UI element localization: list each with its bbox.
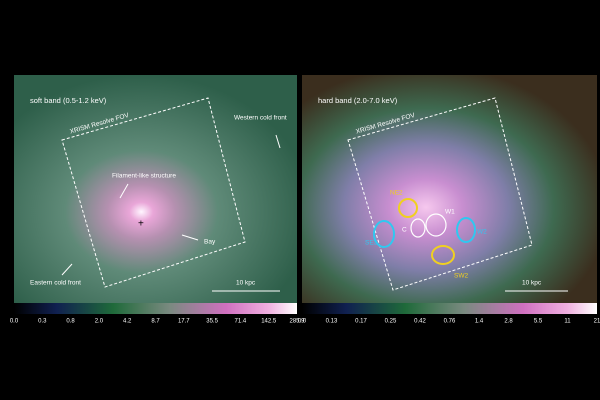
band-label: hard band (2.0-7.0 keV) (318, 96, 398, 105)
region-label: W2 (477, 229, 487, 236)
colorbar-tick-label: 0.13 (326, 319, 338, 325)
colorbar-tick-label: 0.17 (355, 319, 367, 325)
colorbar-tick-label: 4.2 (123, 319, 132, 325)
contour (425, 213, 447, 237)
region (373, 220, 395, 248)
region-label: W1 (445, 209, 455, 216)
colorbar-tick-label: 5.5 (534, 319, 543, 325)
region (431, 245, 455, 265)
colorbar-tick-label: 0.0 (10, 319, 19, 325)
colorbar-tick-label: 2.8 (504, 319, 513, 325)
colorbar-tick-label: 0.3 (38, 319, 47, 325)
annotation: Filament-like structure (112, 173, 176, 180)
colorbar-tick-label: 0.8 (66, 319, 75, 325)
colorbar-tick-label: 0.25 (385, 319, 397, 325)
arrow (181, 234, 199, 241)
colorbar-tick-label: 35.5 (206, 319, 218, 325)
colorbar-tick-label: 0.76 (444, 319, 456, 325)
colorbar-tick-label: 142.5 (261, 319, 277, 325)
band-label: soft band (0.5-1.2 keV) (30, 96, 107, 105)
region-label: SE3 (365, 240, 378, 247)
fov-box (347, 97, 533, 291)
region-label: SW2 (454, 273, 468, 280)
region-label: C (402, 227, 407, 234)
region-label: NE2 (390, 190, 403, 197)
colorbar-tick-label: 11 (564, 319, 571, 325)
region (456, 217, 476, 243)
colorbar-tick-label: 285.9 (289, 319, 305, 325)
colorbar-tick-label: 0.42 (414, 319, 426, 325)
colorbar-tick-label: 17.7 (178, 319, 190, 325)
arrow (275, 134, 281, 149)
contour (410, 218, 426, 238)
region (398, 198, 418, 218)
left-panel: soft band (0.5-1.2 keV) XRISM Resolve FO… (10, 75, 305, 325)
fov-box (61, 97, 246, 288)
colorbar-tick-label: 8.7 (151, 319, 160, 325)
annotation: Bay (204, 239, 216, 246)
hard-band-image (302, 75, 597, 303)
annotation: Western cold front (234, 115, 287, 122)
center-mark: + (138, 219, 144, 230)
colorbar (14, 303, 297, 314)
colorbar-tick-label: 21 (594, 319, 600, 325)
colorbar-tick-label: 1.4 (475, 319, 484, 325)
colorbar-ticks: 0.0 0.3 0.8 2.0 4.2 8.7 17.7 35.5 71.4 142.5 285.9 (10, 319, 305, 325)
colorbar-tick-label: 2.0 (95, 319, 104, 325)
arrow (119, 183, 129, 199)
soft-band-image (14, 75, 297, 303)
colorbar-tick-label: 0.0 (298, 319, 307, 325)
arrow (61, 263, 73, 276)
colorbar (302, 303, 597, 314)
scale-label: 10 kpc (236, 280, 256, 287)
colorbar-tick-label: 71.4 (235, 319, 247, 325)
scale-label: 10 kpc (522, 280, 542, 287)
right-panel: hard band (2.0-7.0 keV) XRISM Resolve FO… (298, 75, 600, 325)
annotation: Eastern cold front (30, 280, 81, 287)
colorbar-ticks: 0.0 0.13 0.17 0.25 0.42 0.76 1.4 2.8 5.5 11 21 (298, 319, 600, 325)
